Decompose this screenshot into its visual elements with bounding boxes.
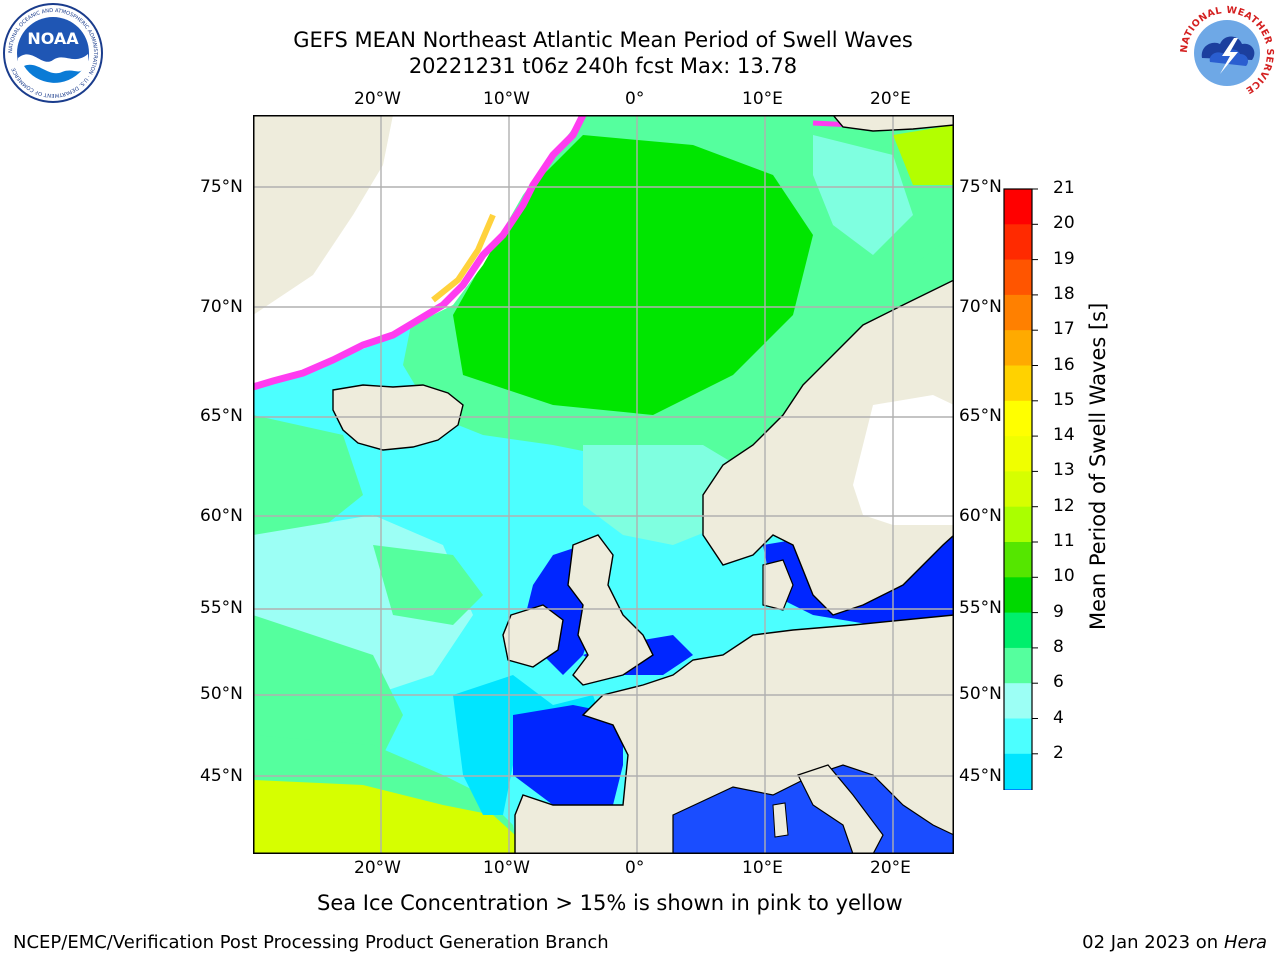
colorbar-segment bbox=[1004, 471, 1032, 508]
right-lat-label: 45°N bbox=[959, 766, 1002, 786]
nws-logo: NATIONAL WEATHER SERVICE bbox=[1176, 2, 1278, 104]
map-frame bbox=[253, 115, 954, 854]
swell-yellow-sw bbox=[253, 780, 515, 854]
right-lat-label: 70°N bbox=[959, 297, 1002, 317]
colorbar-tick-label: 19 bbox=[1053, 248, 1075, 269]
colorbar-tick-label: 20 bbox=[1053, 213, 1075, 234]
colorbar-segment bbox=[1004, 330, 1032, 366]
footer-credit: NCEP/EMC/Verification Post Processing Pr… bbox=[13, 932, 609, 953]
colorbar-segment bbox=[1004, 718, 1032, 755]
swell-cyan-ne bbox=[813, 135, 913, 255]
colorbar-segment bbox=[1004, 789, 1032, 825]
ireland-landmass bbox=[502, 604, 564, 668]
top-lon-label: 20°W bbox=[354, 89, 401, 109]
colorbar-segment bbox=[1004, 189, 1032, 225]
bottom-lon-label: 20°E bbox=[870, 858, 911, 878]
bottom-lon-label: 20°W bbox=[354, 858, 401, 878]
colorbar-tick-label: 4 bbox=[1053, 707, 1064, 728]
left-lat-label: 65°N bbox=[200, 406, 243, 426]
colorbar-tick-label: 18 bbox=[1053, 283, 1075, 304]
colorbar-tick-label: 11 bbox=[1053, 531, 1075, 551]
left-lat-label: 50°N bbox=[200, 684, 243, 704]
swell-bright-green-core bbox=[453, 135, 813, 415]
sea-ice-edge-yellow bbox=[431, 213, 496, 303]
top-lon-label: 10°W bbox=[483, 89, 530, 109]
top-lon-label: 0° bbox=[625, 89, 645, 109]
colorbar-segment bbox=[1004, 400, 1032, 437]
italy-landmass bbox=[797, 764, 884, 854]
colorbar-segment bbox=[1004, 259, 1032, 296]
colorbar-segment bbox=[1004, 506, 1032, 543]
footer-date: 02 Jan 2023 on Hera bbox=[1082, 932, 1267, 953]
chart-title: GEFS MEAN Northeast Atlantic Mean Period… bbox=[293, 28, 913, 52]
colorbar-tick-label: 2 bbox=[1053, 742, 1064, 763]
left-lat-label: 70°N bbox=[200, 297, 243, 317]
right-lat-label: 75°N bbox=[959, 177, 1002, 197]
right-lat-label: 65°N bbox=[959, 406, 1002, 426]
colorbar-segment bbox=[1004, 436, 1032, 472]
swell-green-atlantic-mid bbox=[373, 545, 483, 625]
mediterranean-sea bbox=[672, 764, 954, 854]
right-lat-label: 60°N bbox=[959, 506, 1002, 526]
swell-yellow-svalbard bbox=[893, 125, 954, 185]
colorbar-tick-label: 8 bbox=[1053, 636, 1064, 657]
top-lon-label: 10°E bbox=[742, 89, 783, 109]
colorbar-tick-label: 10 bbox=[1053, 566, 1075, 587]
top-lon-label: 20°E bbox=[870, 89, 911, 109]
colorbar-tick-label: 15 bbox=[1053, 389, 1075, 410]
colorbar-segment bbox=[1004, 224, 1032, 261]
colorbar-segment bbox=[1004, 647, 1032, 684]
colorbar-segment bbox=[1004, 294, 1032, 331]
chart-subtitle: 20221231 t06z 240h fcst Max: 13.78 bbox=[408, 54, 798, 78]
sea-ice-caption: Sea Ice Concentration > 15% is shown in … bbox=[317, 891, 903, 915]
right-lat-label: 55°N bbox=[959, 598, 1002, 618]
svg-text:NOAA: NOAA bbox=[27, 29, 79, 48]
colorbar-segment bbox=[1004, 683, 1032, 719]
colorbar-segment bbox=[1004, 542, 1032, 578]
bottom-lon-label: 10°E bbox=[742, 858, 783, 878]
colorbar-tick-label: 12 bbox=[1053, 495, 1075, 516]
colorbar-segment bbox=[1004, 612, 1032, 649]
colorbar-tick-label: 9 bbox=[1053, 601, 1064, 622]
left-lat-label: 60°N bbox=[200, 506, 243, 526]
colorbar-label: Mean Period of Swell Waves [s] bbox=[1086, 302, 1110, 630]
bottom-lon-label: 10°W bbox=[483, 858, 530, 878]
noaa-logo: NOAA NATIONAL OCEANIC AND ATMOSPHERIC AD… bbox=[2, 2, 104, 104]
bottom-lon-label: 0° bbox=[625, 858, 645, 878]
left-lat-label: 55°N bbox=[200, 598, 243, 618]
scandinavia-landmass bbox=[702, 279, 954, 616]
colorbar-tick-label: 14 bbox=[1053, 425, 1075, 446]
finland-missing-data bbox=[853, 395, 954, 525]
left-lat-label: 45°N bbox=[200, 766, 243, 786]
left-lat-label: 75°N bbox=[200, 177, 243, 197]
colorbar-tick-label: 17 bbox=[1053, 319, 1075, 340]
sea-ice-edge bbox=[253, 115, 587, 391]
corsica-sardinia bbox=[772, 802, 789, 838]
colorbar-tick-label: 16 bbox=[1053, 354, 1075, 375]
colorbar bbox=[995, 178, 1085, 854]
colorbar-tick-label: 21 bbox=[1053, 178, 1075, 198]
colorbar-tick-label: 6 bbox=[1053, 672, 1064, 693]
footer-machine: Hera bbox=[1223, 932, 1267, 953]
great-britain-landmass bbox=[567, 534, 654, 686]
colorbar-segment bbox=[1004, 365, 1032, 402]
map-panel bbox=[253, 115, 954, 854]
right-lat-label: 50°N bbox=[959, 684, 1002, 704]
colorbar-segment bbox=[1004, 753, 1032, 790]
map-grid bbox=[253, 115, 954, 854]
denmark-landmass bbox=[762, 559, 794, 611]
colorbar-tick-label: 13 bbox=[1053, 460, 1075, 481]
swell-green-iceland-sw bbox=[253, 415, 363, 545]
greenland-land-tint bbox=[253, 115, 393, 315]
swell-blue-biscay bbox=[513, 705, 623, 805]
colorbar-segment bbox=[1004, 577, 1032, 614]
footer-date-text: 02 Jan 2023 on bbox=[1082, 932, 1224, 953]
